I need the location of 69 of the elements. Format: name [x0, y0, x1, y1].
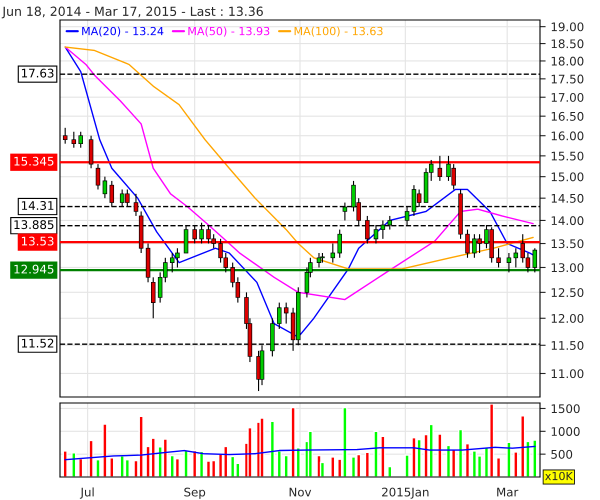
y-tick-label: 14.00 — [552, 216, 584, 226]
candlestick — [337, 229, 342, 258]
y-tick-label: 13.50 — [552, 239, 584, 248]
candlestick — [277, 302, 282, 330]
candlestick — [465, 229, 470, 258]
y-tick-label: 12.50 — [552, 288, 584, 298]
ref-line-label: 14.31 — [22, 201, 54, 210]
y-tick-label: 16.00 — [552, 131, 584, 140]
bar — [183, 450, 189, 477]
bar — [62, 450, 68, 477]
candlestick — [506, 252, 512, 273]
bar — [95, 458, 101, 477]
y-tick-label: 19.00 — [552, 22, 584, 32]
ref-line-label: 13.53 — [22, 236, 54, 246]
chart-title: Jun 18, 2014 - Mar 17, 2015 - Last : 13.36 — [2, 6, 263, 18]
y-tick-label: 14.50 — [552, 194, 584, 203]
bar — [259, 417, 265, 477]
candlestick — [438, 155, 442, 182]
candlestick — [496, 248, 501, 268]
bar — [373, 430, 379, 477]
y-tick-label: 17.00 — [552, 92, 584, 102]
bar — [464, 442, 470, 477]
ref-line-label: 11.52 — [22, 338, 54, 348]
y-tick-label: 11.50 — [552, 341, 584, 350]
text: x10K — [545, 472, 574, 480]
bar — [88, 440, 94, 477]
legend-label: MA(20) - 13.24 — [82, 26, 164, 37]
y-tick-label: 12.00 — [552, 314, 584, 323]
candlestick — [330, 242, 336, 264]
y-tick-label: 18.00 — [552, 56, 584, 66]
ref-line-label: 15.345 — [14, 156, 54, 166]
candlestick — [78, 131, 83, 148]
y-tick-label: 1500 — [552, 404, 580, 414]
bar — [437, 433, 442, 477]
y-tick-label: 16.50 — [552, 112, 584, 121]
x-tick-label: Sep — [184, 488, 206, 499]
bar — [404, 454, 410, 477]
y-tick-label: 13.00 — [552, 263, 584, 272]
candlestick — [150, 276, 156, 319]
bar — [308, 430, 313, 477]
x-tick-label: 2015Jan — [382, 488, 428, 499]
candlestick — [284, 302, 288, 324]
y-tick-label: 18.50 — [552, 39, 584, 48]
y-tick-label: 15.50 — [552, 152, 584, 161]
candlestick — [532, 248, 538, 273]
y-tick-label: 11.00 — [552, 369, 584, 378]
line-series — [64, 446, 536, 460]
x-tick-label: Mar — [497, 488, 518, 497]
candlestick — [62, 127, 68, 144]
x-tick-label: Jul — [80, 487, 94, 499]
ref-line-label: 17.63 — [22, 68, 54, 78]
candlestick — [72, 131, 76, 148]
bar — [496, 457, 502, 477]
bar — [247, 426, 253, 477]
candlestick — [320, 252, 325, 264]
candlestick — [316, 252, 322, 268]
ref-line-label: 12.945 — [14, 264, 54, 274]
bar — [364, 452, 370, 477]
x-tick-label: Nov — [290, 488, 312, 497]
y-tick-label: 500 — [551, 450, 572, 459]
candlestick — [96, 164, 100, 190]
candlestick — [102, 176, 108, 199]
ref-line-label: 13.885 — [14, 220, 54, 230]
legend-label: MA(50) - 13.93 — [188, 26, 270, 37]
y-tick-label: 17.50 — [552, 74, 584, 84]
y-tick-label: 1000 — [552, 427, 580, 436]
candlestick — [514, 248, 518, 268]
legend-label: MA(100) - 13.63 — [294, 26, 383, 37]
y-tick-label: 15.00 — [552, 172, 584, 182]
